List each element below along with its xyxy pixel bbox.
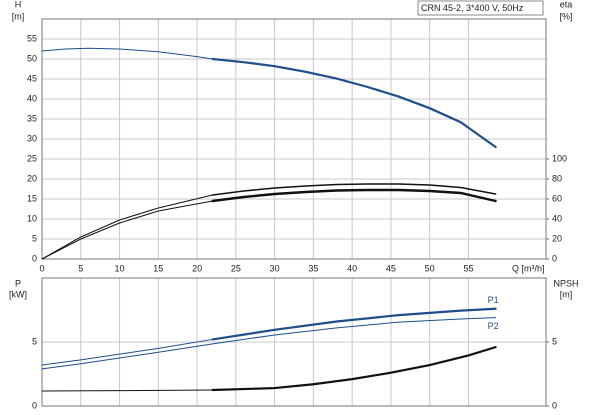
curve bbox=[211, 307, 497, 341]
y-tick-label: 35 bbox=[27, 113, 37, 123]
y2-tick-label: 5 bbox=[552, 336, 557, 346]
x-tick-label: 50 bbox=[425, 263, 435, 273]
y2-tick-label: 0 bbox=[552, 253, 557, 263]
y2-axis-unit: [m] bbox=[560, 289, 573, 299]
x-axis-label: Q [m³/h] bbox=[512, 263, 545, 273]
y-tick-label: 0 bbox=[32, 253, 37, 263]
y-tick-label: 10 bbox=[27, 213, 37, 223]
curve bbox=[41, 389, 214, 392]
curve bbox=[41, 200, 214, 260]
curve bbox=[211, 188, 497, 203]
x-tick-label: 40 bbox=[347, 263, 357, 273]
y-tick-label: 15 bbox=[27, 193, 37, 203]
x-tick-label: 10 bbox=[115, 263, 125, 273]
y-axis-unit: [kW] bbox=[9, 289, 27, 299]
y-tick-label: 55 bbox=[27, 33, 37, 43]
x-tick-label: 20 bbox=[192, 263, 202, 273]
curve bbox=[211, 183, 497, 196]
plot-frame bbox=[41, 277, 547, 407]
y2-axis-label: eta bbox=[560, 0, 573, 9]
curve bbox=[41, 338, 214, 366]
x-tick-label: 45 bbox=[386, 263, 396, 273]
x-tick-label: 30 bbox=[270, 263, 280, 273]
y-tick-label: 0 bbox=[32, 400, 37, 410]
plot-frame bbox=[41, 18, 547, 260]
y-tick-label: 40 bbox=[27, 93, 37, 103]
x-tick-label: 5 bbox=[78, 263, 83, 273]
curve bbox=[211, 346, 497, 392]
chart-title: CRN 45-2, 3*400 V, 50Hz bbox=[421, 3, 524, 13]
y2-tick-label: 80 bbox=[552, 173, 562, 183]
y-tick-label: 30 bbox=[27, 133, 37, 143]
y-tick-label: 45 bbox=[27, 73, 37, 83]
y-tick-label: 25 bbox=[27, 153, 37, 163]
y2-axis-unit: [%] bbox=[559, 11, 572, 21]
x-tick-label: 0 bbox=[39, 263, 44, 273]
x-tick-label: 55 bbox=[463, 263, 473, 273]
x-tick-label: 25 bbox=[231, 263, 241, 273]
curve bbox=[211, 57, 497, 149]
curve bbox=[41, 317, 497, 370]
y-axis-label: H bbox=[15, 0, 22, 9]
y-axis-label: P bbox=[15, 278, 21, 288]
curve bbox=[41, 194, 214, 260]
y-tick-label: 20 bbox=[27, 173, 37, 183]
y2-tick-label: 0 bbox=[552, 400, 557, 410]
y-tick-label: 5 bbox=[32, 336, 37, 346]
y2-tick-label: 40 bbox=[552, 213, 562, 223]
y-tick-label: 5 bbox=[32, 233, 37, 243]
x-tick-label: 35 bbox=[308, 263, 318, 273]
curve-label: P2 bbox=[488, 321, 499, 331]
y2-axis-label: NPSH bbox=[553, 278, 578, 288]
title-box bbox=[417, 0, 544, 16]
x-tick-label: 15 bbox=[153, 263, 163, 273]
y-tick-label: 50 bbox=[27, 53, 37, 63]
y2-tick-label: 20 bbox=[552, 233, 562, 243]
curve bbox=[41, 47, 214, 60]
y2-tick-label: 60 bbox=[552, 193, 562, 203]
y2-tick-label: 100 bbox=[552, 153, 567, 163]
y-axis-unit: [m] bbox=[12, 11, 25, 21]
curve-label: P1 bbox=[488, 295, 499, 305]
